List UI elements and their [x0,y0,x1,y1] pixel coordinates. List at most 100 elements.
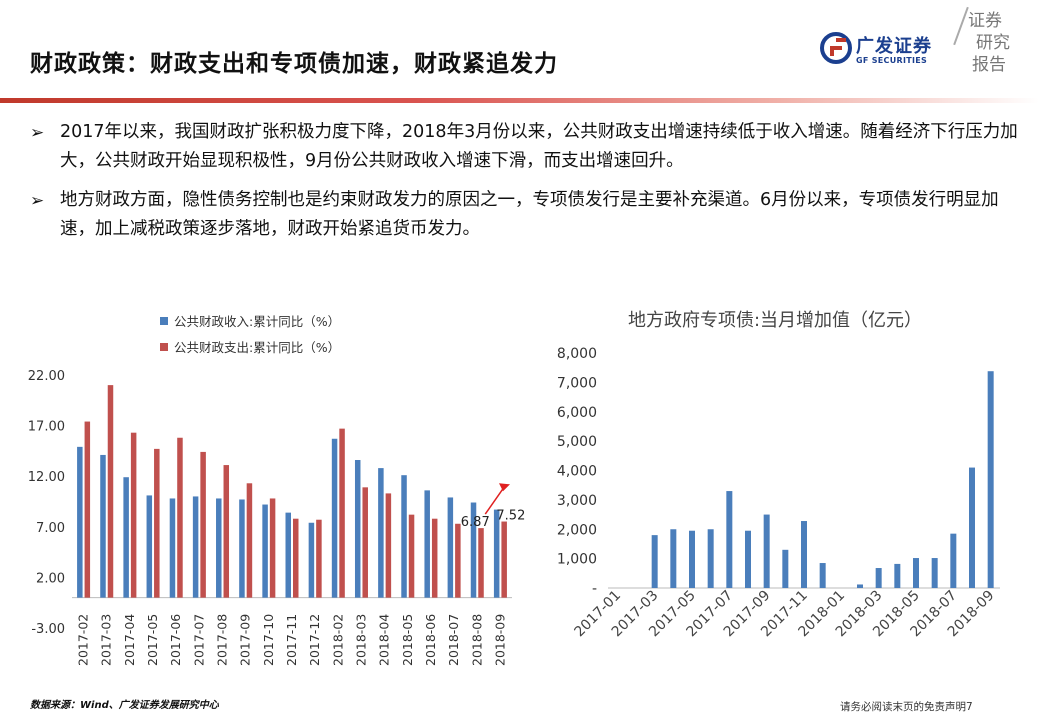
bar-special-bond [969,467,975,588]
x-tick-label: 2017-12 [307,614,322,666]
data-label: 7.52 [496,509,525,524]
x-tick-label: 2017-07 [191,614,206,666]
trend-arrow-line [484,486,505,515]
bar-expenditure [154,448,160,598]
bar-expenditure [455,523,461,598]
research-report-label: 证券 研究 报告 [968,10,1016,76]
bullet-text: 地方财政方面，隐性债务控制也是约束财政发力的原因之一，专项债发行是主要补充渠道。… [60,190,999,239]
y-tick-label: -3.00 [31,622,65,637]
bar-revenue [424,490,430,598]
x-tick-label: 2018-05 [400,614,415,666]
bar-expenditure [223,465,230,598]
x-tick-label: 2017-09 [238,614,253,666]
bar-revenue [378,468,384,598]
data-source: 数据来源：Wind、广发证券发展研究中心 [30,700,219,711]
bar-revenue [401,475,407,598]
x-tick-label: 2018-03 [353,614,368,666]
bar-revenue [285,512,291,598]
bar-expenditure [200,451,206,598]
bar-special-bond [707,529,714,588]
x-tick-label: 2017-10 [261,614,276,666]
y-tick-label: 4,000 [557,464,597,480]
bullet-item: ➢ 地方财政方面，隐性债务控制也是约束财政发力的原因之一，专项债发行是主要补充渠… [30,186,1020,244]
bar-revenue [216,498,222,598]
bar-revenue [331,438,338,598]
x-tick-label: 2017-04 [122,614,137,666]
bar-revenue [100,454,106,598]
bar-special-bond [689,530,695,588]
page-title: 财政政策：财政支出和专项债加速，财政紧追发力 [30,50,558,77]
y-tick-label: 5,000 [557,434,597,450]
bar-special-bond [763,514,770,588]
bar-revenue [123,477,129,598]
bar-revenue [470,502,477,598]
bar-expenditure [246,483,253,598]
bar-special-bond [819,563,826,588]
bar-revenue [262,504,268,598]
x-tick-label: 2017-06 [168,614,183,666]
charts-area: 公共财政收入:累计同比（%） 公共财政支出:累计同比（%） 22.00 17.00 12… [28,310,1000,666]
arrow-bullet-icon: ➢ [30,191,45,211]
gf-logo-icon [820,32,852,64]
y-tick-label: 3,000 [557,493,597,509]
bar-revenue [169,498,176,598]
bar-revenue [354,460,361,598]
divider [953,6,969,46]
bar-revenue [77,446,83,598]
y-tick-label: 8,000 [557,346,597,362]
research-line-3: 报告 [972,55,1006,75]
bar-expenditure [478,528,484,598]
bar-expenditure [107,385,114,598]
y-tick-label: 12.00 [28,470,65,485]
x-tick-label: 2017-11 [284,614,299,666]
bar-expenditure [431,518,438,598]
x-tick-label: 2018-04 [377,614,392,666]
research-line-1: 证券 [968,11,1002,31]
bar-special-bond [894,563,901,588]
x-tick-label: 2018-02 [330,614,345,666]
trend-arrow-head [499,483,510,492]
bar-special-bond [782,549,789,588]
bar-special-bond [913,558,919,588]
x-tick-label: 2017-03 [99,614,114,666]
bar-expenditure [362,487,368,598]
bar-special-bond [857,584,863,588]
bar-special-bond [875,568,882,588]
bar-expenditure [269,498,276,598]
bar-expenditure [408,514,415,598]
data-label: 6.87 [461,515,490,530]
bar-expenditure [293,518,299,598]
x-tick-label: 2017-08 [215,614,230,666]
chart-title: 地方政府专项债:当月增加值（亿元） [628,310,922,331]
bar-expenditure [177,437,183,598]
bullet-item: ➢ 2017年以来，我国财政扩张积极力度下降，2018年3月份以来，公共财政支出… [30,118,1020,176]
bar-revenue [146,495,153,598]
y-tick-label: 7,000 [557,375,597,391]
y-tick-label: - [592,581,597,597]
bar-special-bond [726,491,733,588]
bullet-text: 2017年以来，我国财政扩张积极力度下降，2018年3月份以来，公共财政支出增速… [60,122,1018,171]
disclaimer: 请务必阅读末页的免责声明7 [840,701,973,713]
arrow-bullet-icon: ➢ [30,123,45,143]
bar-revenue [447,497,454,598]
bar-special-bond [950,533,957,588]
y-tick-label: 22.00 [28,369,65,384]
bar-expenditure [501,521,507,598]
x-tick-label: 2018-08 [469,614,484,666]
y-tick-label: 2,000 [557,522,597,538]
bar-special-bond [801,521,807,588]
bar-expenditure [316,519,322,598]
legend-label: 公共财政支出:累计同比（%） [174,340,340,355]
logo-text-cn: 广发证券 [856,36,932,57]
bar-revenue [493,509,500,598]
bar-special-bond [745,530,751,588]
x-tick-label: 2017-05 [145,614,160,666]
x-tick-label: 2018-09 [492,614,507,666]
legend-swatch [160,317,168,325]
logo-text-en: GF SECURITIES [856,56,928,65]
bar-revenue [192,496,199,598]
y-tick-label: 2.00 [36,571,65,586]
y-tick-label: 17.00 [28,420,65,435]
y-tick-label: 6,000 [557,405,597,421]
x-tick-label: 2018-06 [423,614,438,666]
